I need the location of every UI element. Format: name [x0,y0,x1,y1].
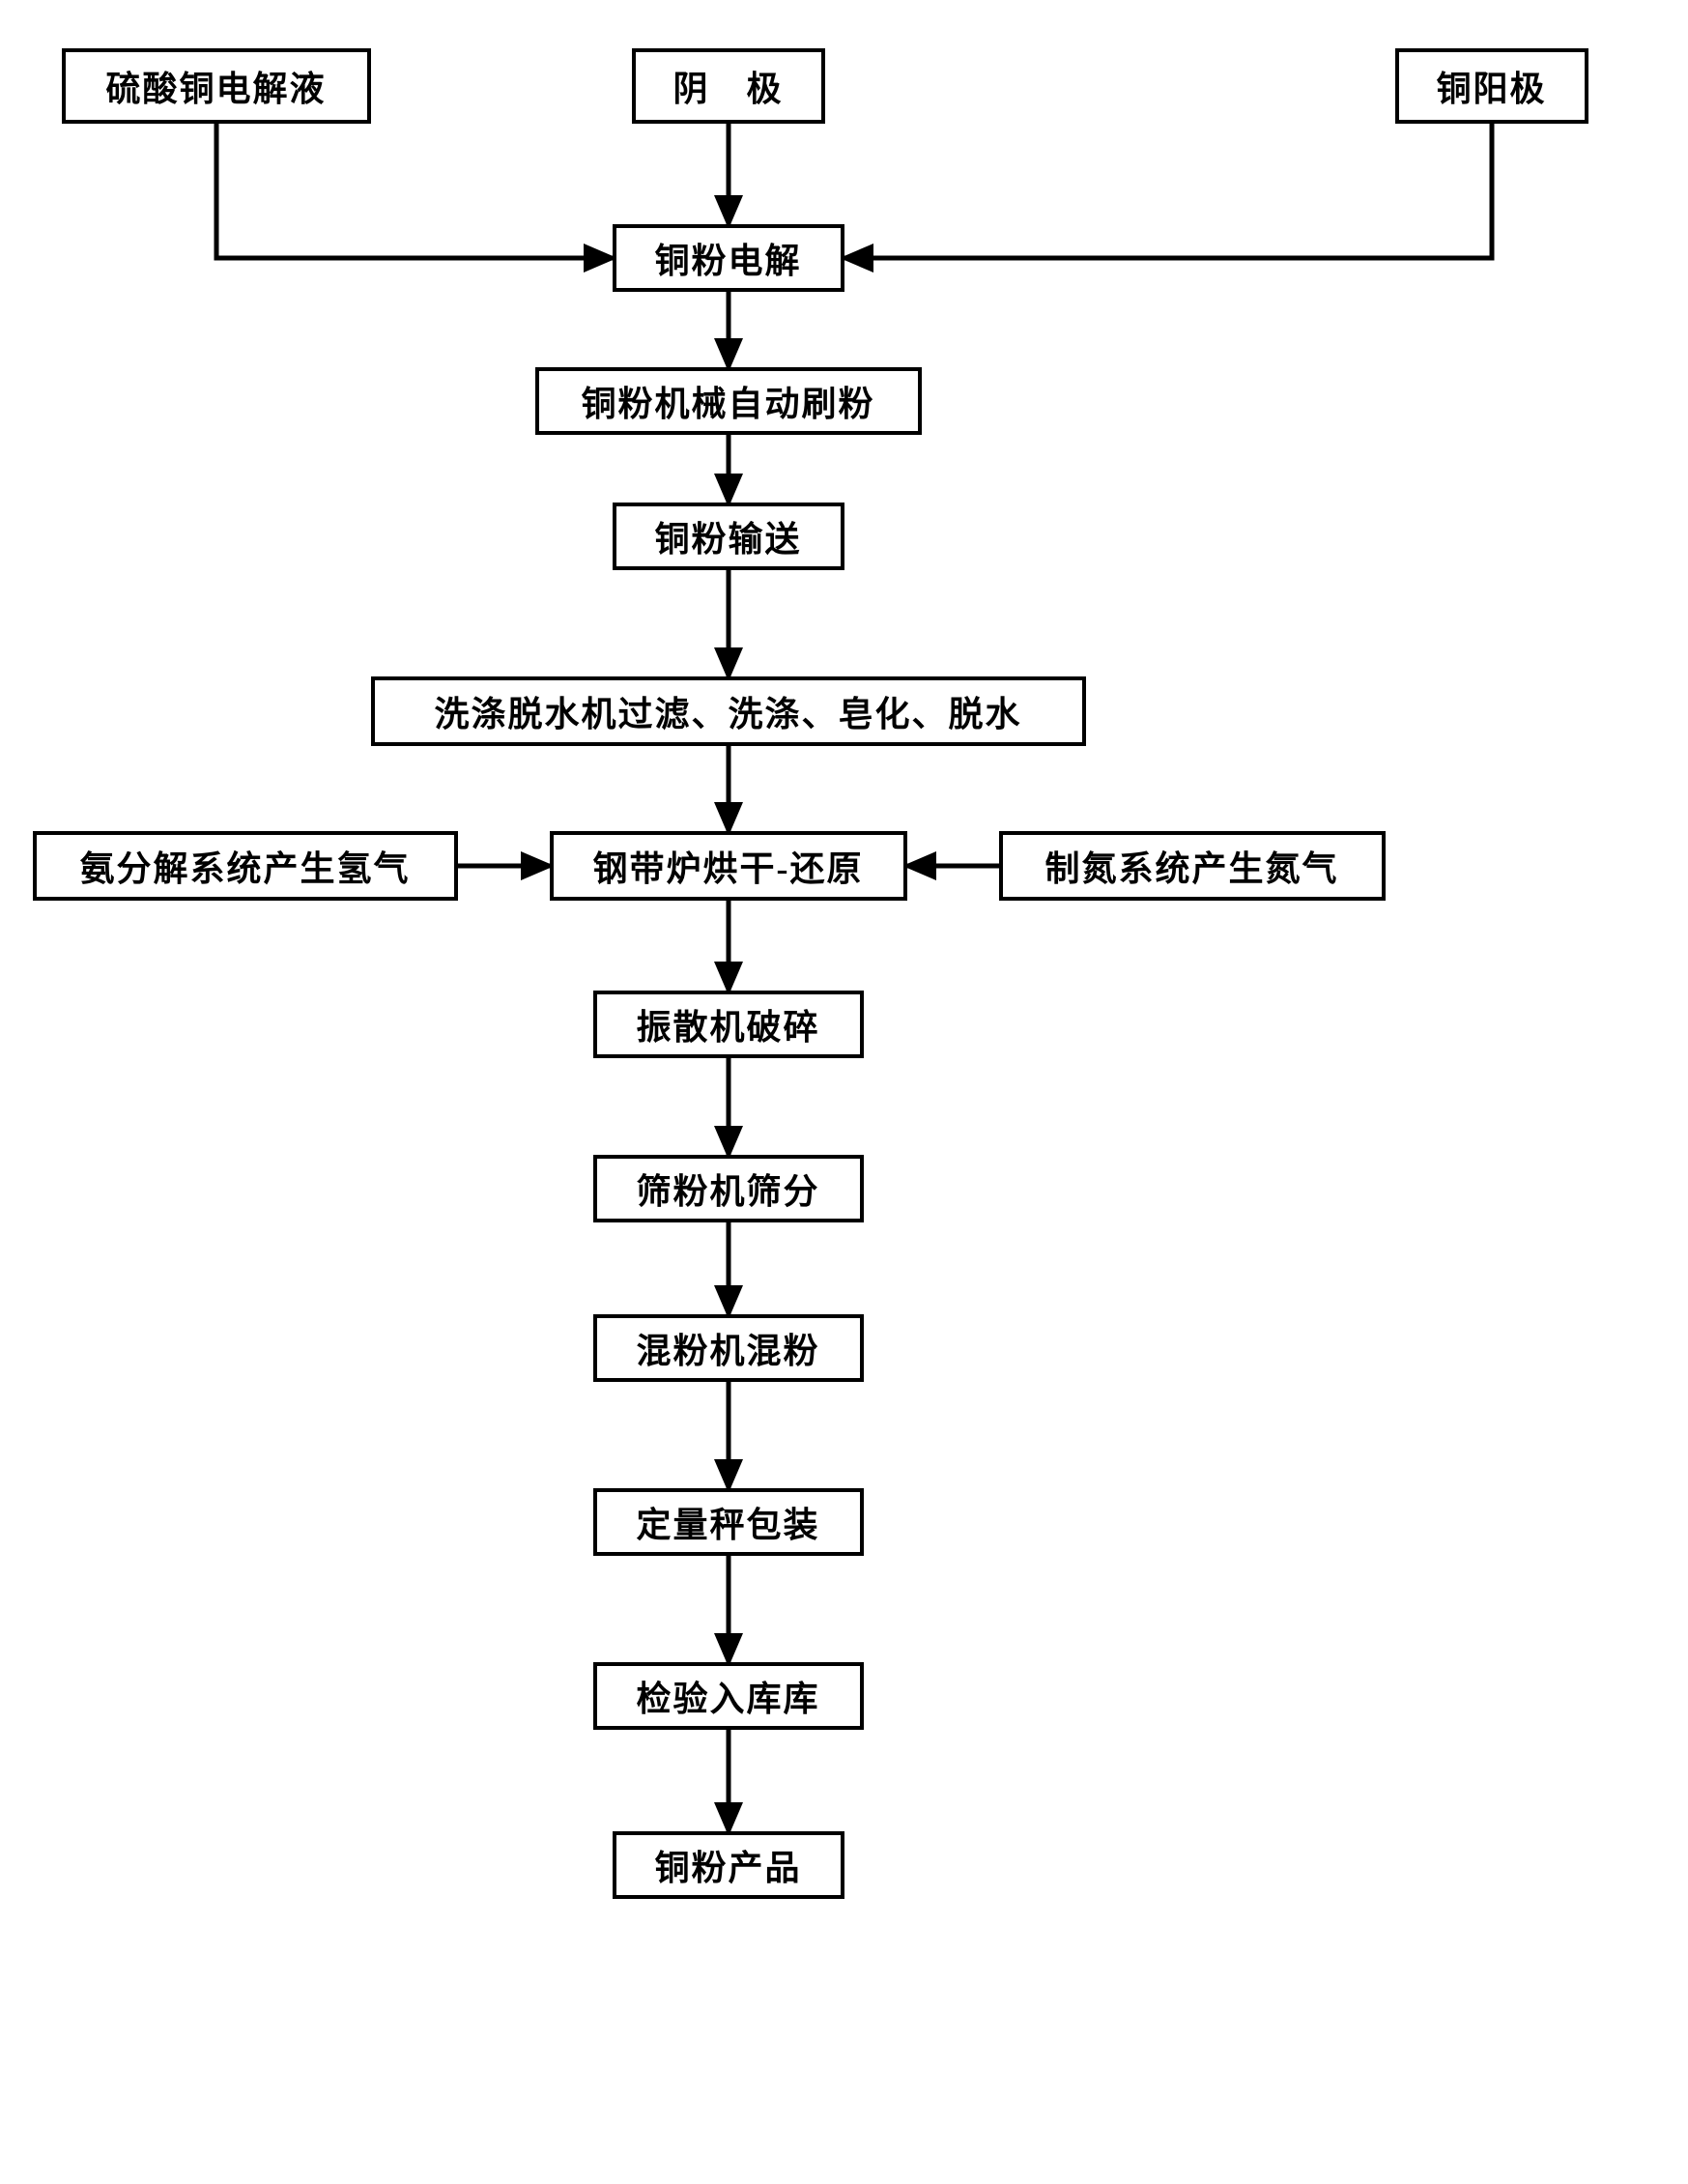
flowchart-node-n8: 氨分解系统产生氢气 [33,831,458,901]
flowchart-node-n6: 铜粉输送 [613,503,844,570]
node-label: 铜粉机械自动刷粉 [581,376,874,426]
node-label: 铜粉电解 [654,233,801,283]
flowchart-node-n12: 筛粉机筛分 [593,1155,864,1222]
flowchart-node-n11: 振散机破碎 [593,991,864,1058]
flowchart-container: 硫酸铜电解液 阴 极 铜阳极铜粉电解铜粉机械自动刷粉铜粉输送洗涤脱水机过滤、洗涤、皂… [23,39,1666,2145]
edges-svg [23,39,1666,2145]
node-label: 筛粉机筛分 [636,1164,819,1214]
flowchart-node-n3: 铜阳极 [1395,48,1588,124]
node-label: 铜粉产品 [654,1840,801,1890]
flowchart-node-n15: 检验入库库 [593,1662,864,1730]
flowchart-node-n16: 铜粉产品 [613,1831,844,1899]
flowchart-node-n5: 铜粉机械自动刷粉 [535,367,922,435]
flowchart-node-n2: 阴 极 [632,48,825,124]
node-label: 振散机破碎 [636,999,819,1049]
node-label: 混粉机混粉 [636,1323,819,1373]
flowchart-node-n7: 洗涤脱水机过滤、洗涤、皂化、脱水 [371,676,1086,746]
edge-n1-n4 [216,124,613,258]
flowchart-node-n9: 钢带炉烘干-还原 [550,831,907,901]
flowchart-node-n14: 定量秤包装 [593,1488,864,1556]
node-label: 洗涤脱水机过滤、洗涤、皂化、脱水 [434,686,1021,736]
node-label: 铜粉输送 [654,511,801,561]
node-label: 制氮系统产生氮气 [1044,841,1338,891]
edge-n3-n4 [844,124,1492,258]
node-label: 定量秤包装 [636,1497,819,1547]
node-label: 阴 极 [672,61,783,111]
flowchart-node-n10: 制氮系统产生氮气 [999,831,1386,901]
flowchart-node-n4: 铜粉电解 [613,224,844,292]
node-label: 氨分解系统产生氢气 [79,841,410,891]
flowchart-node-n13: 混粉机混粉 [593,1314,864,1382]
node-label: 铜阳极 [1436,61,1546,111]
node-label: 硫酸铜电解液 [105,61,326,111]
flowchart-node-n1: 硫酸铜电解液 [62,48,371,124]
node-label: 检验入库库 [636,1671,819,1721]
node-label: 钢带炉烘干-还原 [593,841,864,891]
